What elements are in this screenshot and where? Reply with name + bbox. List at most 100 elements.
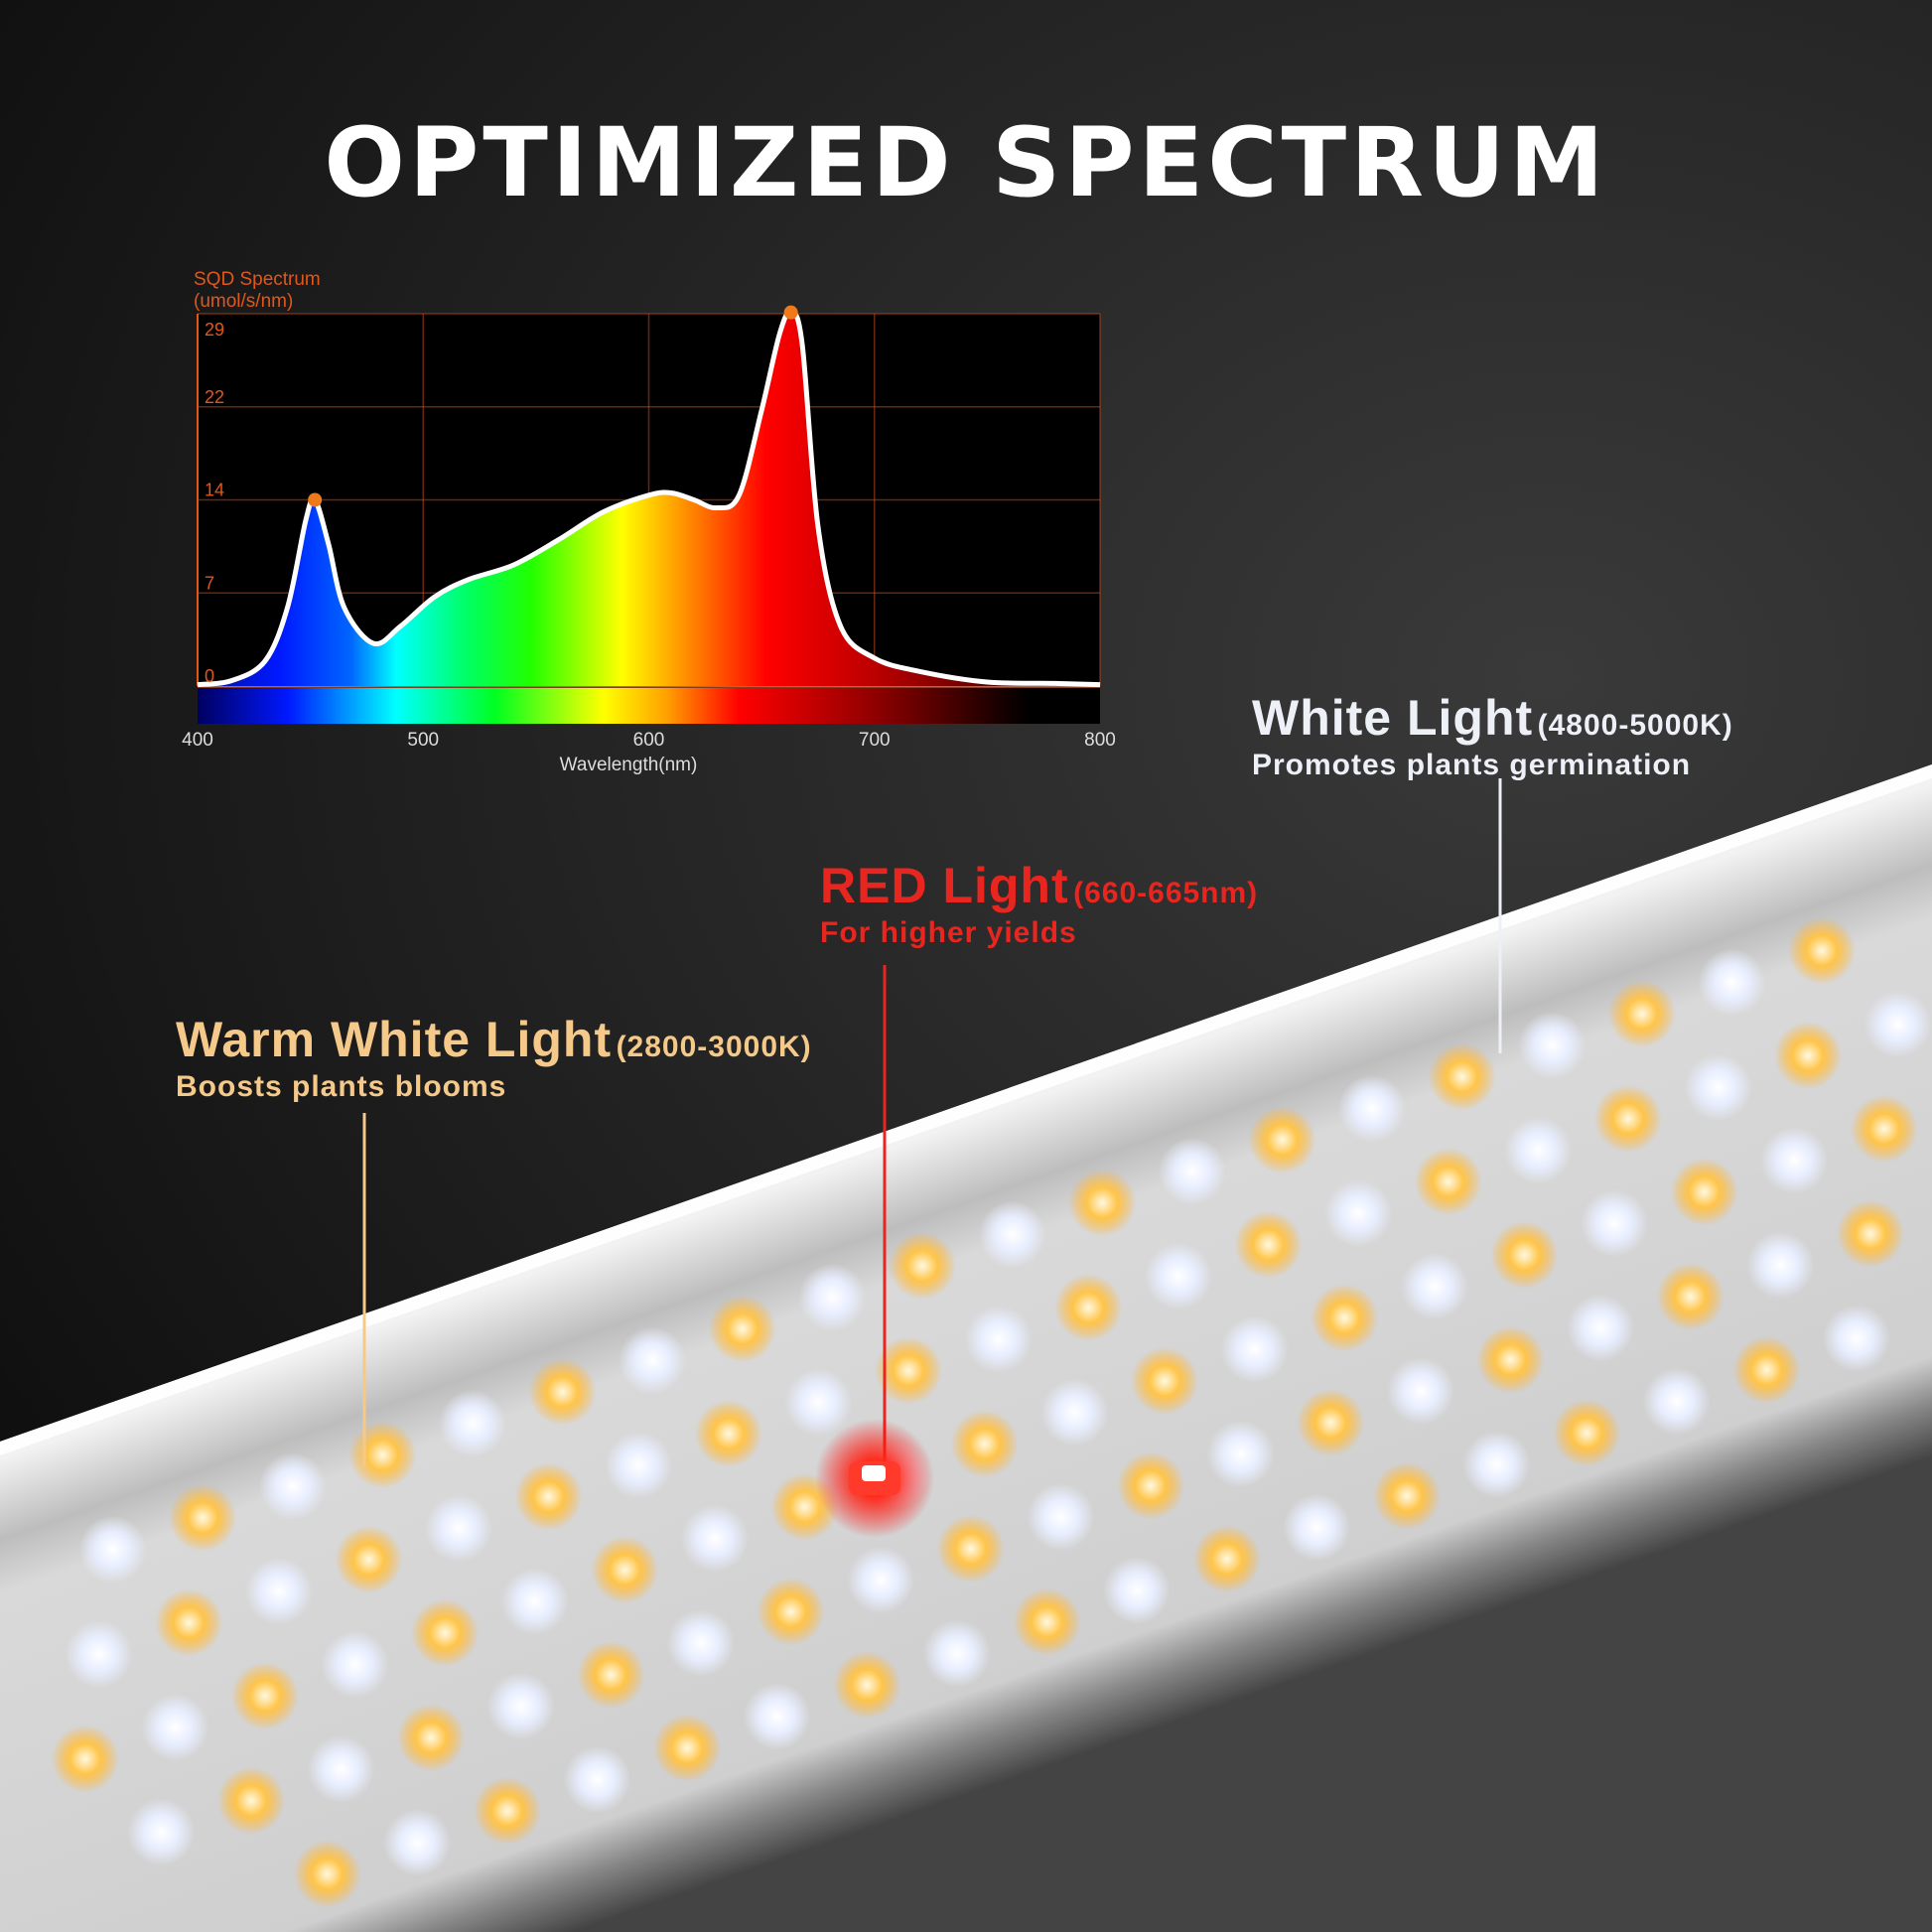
white-led — [1504, 1116, 1573, 1184]
warm-white-led — [1297, 1388, 1365, 1456]
warm-white-led — [888, 1232, 956, 1300]
white-led — [1863, 990, 1932, 1058]
white-led — [1684, 1053, 1752, 1121]
white-led — [65, 1620, 133, 1689]
warm-white-led — [230, 1662, 299, 1730]
white-led — [1103, 1556, 1172, 1624]
white-range: (4800-5000K) — [1537, 709, 1733, 742]
red-range: (660-665nm) — [1073, 877, 1259, 909]
white-led — [141, 1693, 209, 1761]
warm-white-led — [1234, 1210, 1303, 1279]
white-led — [798, 1263, 867, 1331]
warm-white-led — [335, 1525, 403, 1593]
white-led — [978, 1200, 1046, 1269]
warm-white-led — [1131, 1346, 1198, 1415]
white-led — [383, 1808, 452, 1876]
white-led — [784, 1368, 853, 1437]
white-led — [964, 1305, 1033, 1373]
warm-white-led — [1732, 1335, 1801, 1404]
y-tick-label: 22 — [205, 387, 224, 407]
white-led — [1040, 1378, 1109, 1447]
x-axis-label: Wavelength(nm) — [560, 755, 698, 775]
warm-white-led — [1192, 1525, 1261, 1593]
warm-white-led — [1428, 1042, 1496, 1111]
warm-white-led — [1414, 1148, 1482, 1216]
white-led — [1760, 1126, 1829, 1194]
white-led — [258, 1452, 327, 1521]
white-led — [425, 1494, 492, 1563]
warm-white-led — [757, 1578, 825, 1646]
white-led — [321, 1630, 389, 1699]
warm-white-led — [1593, 1084, 1662, 1153]
peak-marker — [308, 492, 323, 507]
y-tick-label: 7 — [205, 573, 214, 593]
x-tick-label: 600 — [633, 730, 665, 751]
red-title: RED Light — [820, 858, 1069, 913]
white-led — [619, 1326, 687, 1395]
white-led — [680, 1504, 749, 1573]
warm-white-led — [591, 1536, 659, 1604]
white-led — [1518, 1011, 1587, 1079]
warm-white-led — [694, 1400, 762, 1467]
warm-white-led — [875, 1336, 942, 1405]
white-led — [1324, 1178, 1393, 1247]
white-led — [1642, 1367, 1711, 1436]
warm-white-led — [1607, 980, 1676, 1048]
warm-white-led — [833, 1651, 901, 1720]
white-led — [1462, 1431, 1531, 1498]
white-led — [1206, 1420, 1275, 1488]
white-led — [127, 1798, 196, 1866]
white-led — [1338, 1074, 1406, 1143]
white-led — [922, 1619, 991, 1688]
warm-white-led — [411, 1598, 480, 1667]
white-led — [1158, 1137, 1226, 1205]
warm-white-led — [293, 1840, 361, 1908]
white-title: White Light — [1252, 690, 1534, 746]
warm-white-led — [51, 1725, 119, 1793]
spectrum-chart: 0 7 14 22 29 400 500 600 700 800 SQD Spectrum (um… — [182, 269, 1116, 775]
warm-white-led — [950, 1410, 1019, 1478]
white-led — [1567, 1294, 1635, 1362]
warm-white-led — [1311, 1284, 1379, 1352]
x-tick-label: 500 — [407, 730, 439, 751]
peak-marker — [783, 305, 798, 320]
warm-white-led — [1553, 1399, 1621, 1467]
white-desc: Promotes plants germination — [1252, 749, 1692, 781]
white-led — [1746, 1231, 1815, 1300]
white-led — [244, 1557, 313, 1625]
warm-white-led — [708, 1295, 776, 1363]
white-led — [1400, 1252, 1468, 1320]
white-label: White Light (4800-5000K) Promotes plants… — [1252, 689, 1733, 782]
warm-white-led — [1670, 1158, 1738, 1226]
white-led — [1144, 1242, 1212, 1311]
bar-edge-highlight — [0, 764, 1932, 1455]
warm-white-label: Warm White Light (2800-3000K) Boosts pla… — [176, 1011, 812, 1104]
warm-white-led — [1490, 1221, 1559, 1289]
white-led — [500, 1568, 569, 1635]
warm-white-led — [1117, 1451, 1185, 1520]
spectrum-area — [198, 312, 1100, 686]
x-tick-label: 400 — [182, 730, 213, 751]
warm-white-led — [1476, 1325, 1545, 1394]
white-led — [667, 1609, 735, 1677]
white-led — [307, 1735, 375, 1803]
white-led — [1220, 1315, 1289, 1384]
white-led — [1823, 1305, 1890, 1373]
white-led — [1386, 1357, 1454, 1426]
y-tick-label: 29 — [205, 320, 224, 340]
white-led — [743, 1682, 811, 1750]
warm-white-led — [514, 1462, 583, 1531]
white-led — [1698, 948, 1766, 1017]
x-tick-label: 700 — [859, 730, 891, 751]
y-axis-label-line1: SQD Spectrum — [194, 269, 321, 290]
white-led — [847, 1546, 915, 1614]
color-spectrum-bar — [198, 688, 1100, 724]
warm-white-led — [1248, 1106, 1316, 1174]
warm-white-led — [169, 1483, 237, 1552]
white-led — [1027, 1483, 1095, 1552]
y-tick-label: 14 — [205, 481, 224, 500]
warm-white-led — [473, 1777, 541, 1845]
page-title: OPTIMIZED SPECTRUM — [324, 107, 1608, 218]
warm-white-led — [217, 1766, 285, 1835]
